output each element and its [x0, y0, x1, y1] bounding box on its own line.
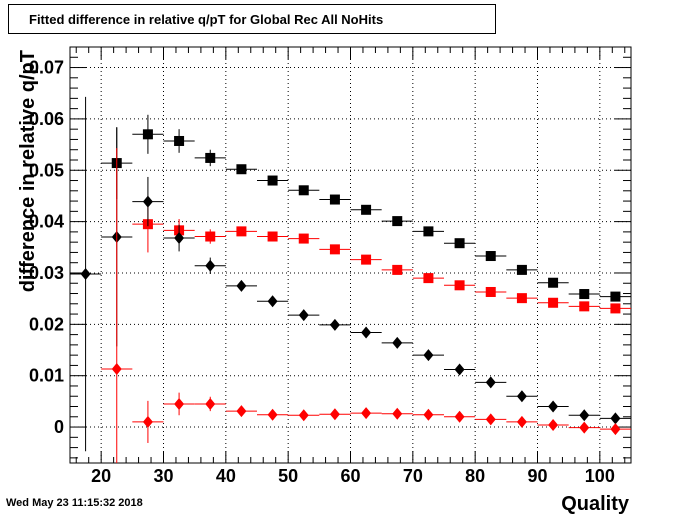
data-point-diamond: [423, 408, 434, 421]
data-point-diamond: [329, 318, 340, 331]
data-point-diamond: [392, 407, 403, 420]
axis-ticks: [70, 47, 631, 463]
data-point-square: [548, 277, 559, 288]
data-point-square: [205, 231, 216, 242]
data-point-square: [174, 135, 185, 146]
timestamp: Wed May 23 11:15:32 2018: [6, 497, 143, 509]
y-tick-label: 0.04: [29, 212, 64, 232]
data-point-diamond: [205, 397, 216, 410]
data-point-square: [236, 226, 247, 237]
data-point-square: [392, 264, 403, 275]
data-point-square: [267, 175, 278, 186]
y-tick-label: 0.02: [29, 314, 64, 334]
chart-title: Fitted difference in relative q/pT for G…: [29, 12, 384, 27]
data-point-square: [485, 251, 496, 262]
y-tick-labels: 0 0.01 0.02 0.03 0.04 0.05 0.06 0.07: [29, 58, 64, 438]
data-point-diamond: [298, 409, 309, 422]
x-tick-label: 50: [278, 466, 298, 486]
x-tick-label: 30: [153, 466, 173, 486]
data-point-diamond: [423, 349, 434, 362]
x-tick-label: 40: [216, 466, 236, 486]
data-point-diamond: [610, 412, 621, 425]
data-point-diamond: [579, 409, 590, 422]
x-tick-label: 20: [91, 466, 111, 486]
data-point-diamond: [236, 279, 247, 292]
data-point-square: [610, 291, 621, 302]
data-point-square: [298, 233, 309, 244]
data-point-diamond: [142, 415, 153, 428]
data-point-square: [516, 264, 527, 275]
series-3: [70, 96, 631, 452]
y-axis-label: difference in relative q/pT: [17, 50, 39, 292]
data-point-diamond: [454, 363, 465, 376]
data-point-diamond: [516, 390, 527, 403]
data-point-diamond: [485, 376, 496, 389]
data-point-square: [267, 231, 278, 242]
data-point-square: [485, 286, 496, 297]
data-point-diamond: [548, 418, 559, 431]
data-point-diamond: [485, 413, 496, 426]
y-tick-label: 0.06: [29, 109, 64, 129]
data-point-diamond: [361, 407, 372, 420]
data-point-diamond: [298, 309, 309, 322]
data-point-diamond: [267, 295, 278, 308]
data-point-diamond: [267, 408, 278, 421]
series: [70, 96, 631, 463]
data-point-diamond: [174, 397, 185, 410]
data-point-square: [329, 194, 340, 205]
series-2: [132, 195, 631, 314]
y-tick-label: 0.01: [29, 366, 64, 386]
data-point-square: [579, 301, 590, 312]
data-point-square: [579, 289, 590, 300]
data-point-diamond: [111, 363, 122, 376]
data-point-square: [392, 216, 403, 227]
data-point-square: [548, 297, 559, 308]
data-point-square: [205, 152, 216, 163]
data-point-square: [423, 226, 434, 237]
data-point-diamond: [610, 423, 621, 436]
series-4: [101, 148, 631, 463]
y-tick-label: 0.07: [29, 58, 64, 78]
data-point-square: [298, 185, 309, 196]
y-tick-label: 0.03: [29, 263, 64, 283]
data-point-diamond: [236, 405, 247, 418]
series-1: [101, 114, 631, 302]
data-point-square: [516, 293, 527, 304]
data-point-square: [361, 254, 372, 265]
grid: [70, 47, 631, 463]
x-tick-label: 70: [403, 466, 423, 486]
data-point-square: [423, 273, 434, 284]
data-point-diamond: [329, 408, 340, 421]
data-point-square: [142, 129, 153, 140]
data-point-diamond: [516, 415, 527, 428]
data-point-square: [454, 238, 465, 249]
data-point-diamond: [392, 336, 403, 349]
data-point-diamond: [80, 268, 91, 281]
y-tick-label: 0: [54, 417, 64, 437]
data-point-diamond: [174, 232, 185, 245]
x-tick-label: 60: [340, 466, 360, 486]
x-tick-labels: 20 30 40 50 60 70 80 90 100: [91, 466, 615, 486]
x-tick-label: 80: [465, 466, 485, 486]
data-point-diamond: [548, 400, 559, 413]
x-tick-label: 100: [585, 466, 615, 486]
data-point-diamond: [205, 259, 216, 272]
data-point-diamond: [454, 410, 465, 423]
data-point-diamond: [579, 421, 590, 434]
title-box: Fitted difference in relative q/pT for G…: [8, 4, 496, 34]
x-tick-label: 90: [527, 466, 547, 486]
y-tick-label: 0.05: [29, 160, 64, 180]
data-point-square: [236, 164, 247, 175]
data-point-square: [329, 244, 340, 255]
data-point-diamond: [361, 326, 372, 339]
x-axis-label: Quality: [561, 493, 630, 514]
data-point-square: [361, 204, 372, 215]
data-point-diamond: [142, 195, 153, 208]
data-point-square: [454, 280, 465, 291]
data-point-square: [610, 303, 621, 314]
